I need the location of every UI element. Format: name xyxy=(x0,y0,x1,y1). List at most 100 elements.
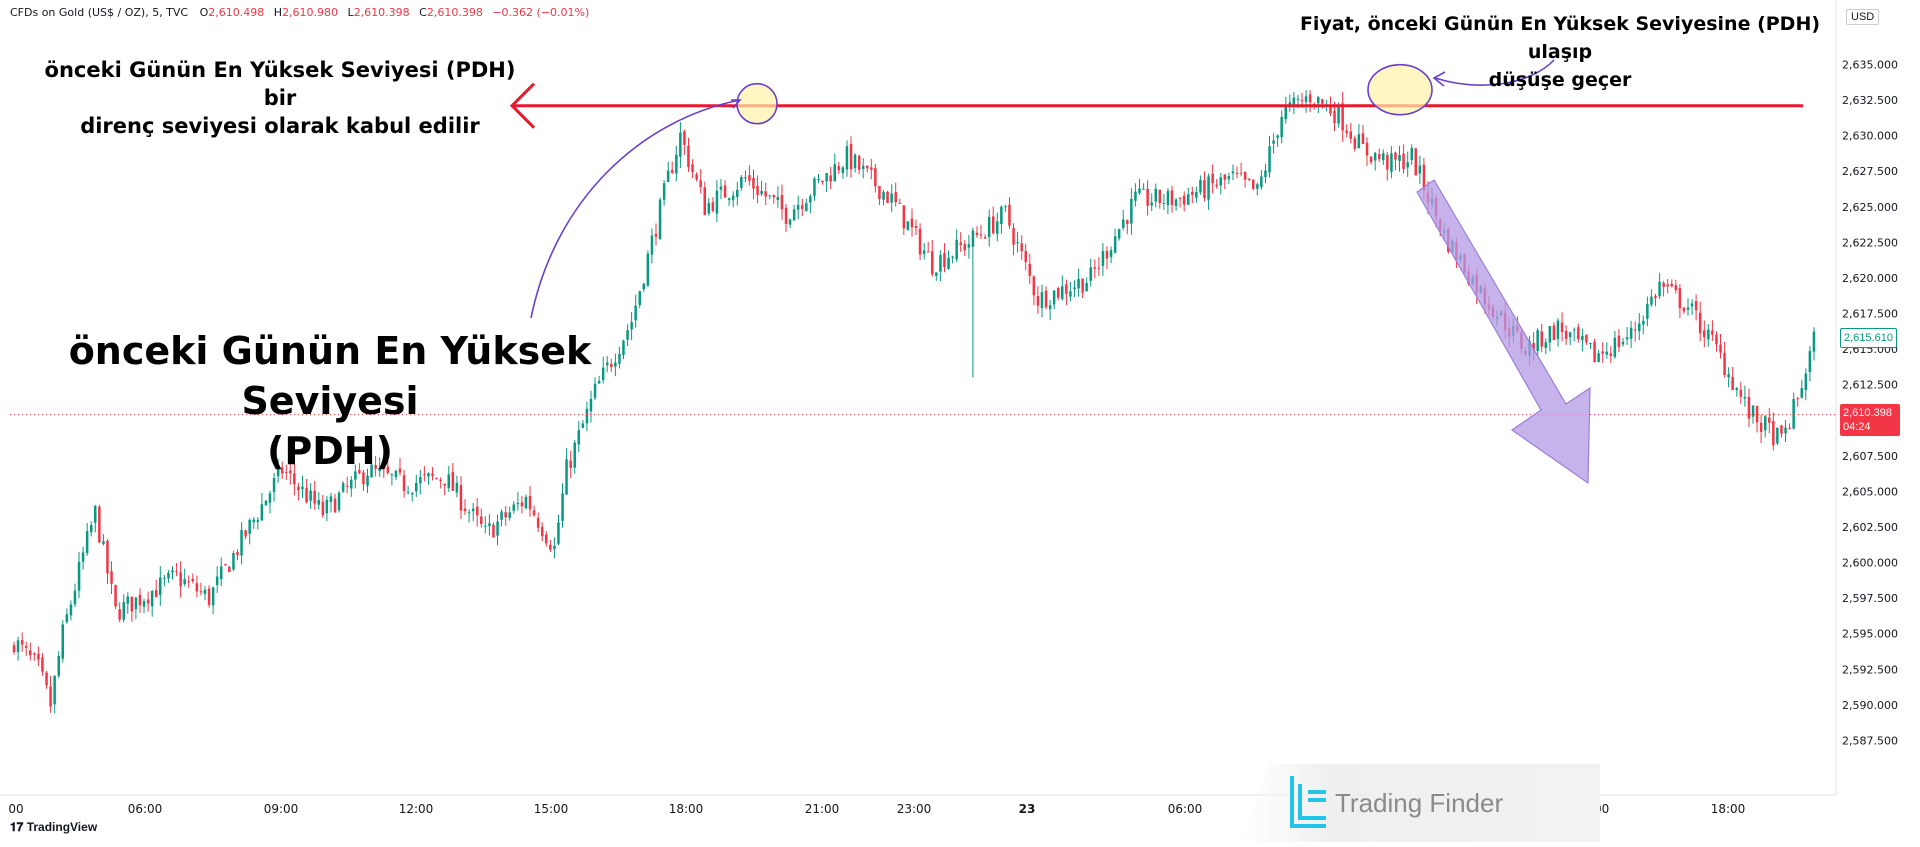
candle-body xyxy=(183,579,186,585)
candle-body xyxy=(1804,373,1808,390)
candle-body xyxy=(792,209,796,221)
candle-body xyxy=(98,506,101,543)
candle-body xyxy=(1662,282,1665,287)
candle-body xyxy=(679,132,682,157)
candle-body xyxy=(898,202,901,204)
open-value: 2,610.498 xyxy=(208,6,265,19)
candle-body xyxy=(1134,191,1137,201)
candle-body xyxy=(146,599,150,604)
candle-body xyxy=(829,175,832,182)
candle-body xyxy=(45,672,48,686)
tradingview-logo[interactable]: 𝟏𝟕 TradingView xyxy=(10,820,97,835)
candle-body xyxy=(1178,198,1182,200)
candle-body xyxy=(947,257,950,269)
candle-body xyxy=(1617,335,1621,348)
candle-body xyxy=(220,566,223,580)
candle-body xyxy=(1589,342,1592,344)
candle-body xyxy=(654,233,658,237)
candle-body xyxy=(1300,100,1304,102)
candle-body xyxy=(1219,177,1222,186)
candle-body xyxy=(585,408,589,424)
candle-body xyxy=(1402,153,1405,169)
candle-body xyxy=(431,473,434,476)
candle-body xyxy=(1414,148,1417,176)
candle-body xyxy=(1621,341,1625,345)
y-tick-label: 2,605.000 xyxy=(1842,485,1898,498)
candle-body xyxy=(451,472,455,491)
candle-body xyxy=(354,471,357,480)
candle-body xyxy=(102,541,105,544)
candle-body xyxy=(134,597,138,610)
candle-body xyxy=(1625,337,1629,340)
pdh-touch-circle-2 xyxy=(1367,63,1433,116)
y-tick-label: 2,600.000 xyxy=(1842,557,1898,570)
candle-body xyxy=(1012,228,1015,245)
annotation-curve-arrow-right xyxy=(1434,59,1555,86)
candle-body xyxy=(1065,284,1068,294)
candle-body xyxy=(1036,296,1040,306)
candle-body xyxy=(171,570,174,573)
candle-body xyxy=(203,589,207,594)
candle-body xyxy=(276,466,280,477)
candle-body xyxy=(285,472,288,474)
candle-body xyxy=(114,584,117,607)
candle-body xyxy=(476,506,479,516)
candle-body xyxy=(878,186,881,199)
candle-body xyxy=(1256,184,1259,189)
symbol-name[interactable]: CFDs on Gold (US$ / OZ), 5, TVC xyxy=(10,6,189,19)
candle-body xyxy=(935,272,938,276)
candle-body xyxy=(1609,353,1613,357)
y-tick-label: 2,597.500 xyxy=(1842,592,1898,605)
candle-body xyxy=(1544,342,1547,348)
candle-body xyxy=(1564,330,1568,339)
candle-body xyxy=(1284,106,1287,120)
candle-body xyxy=(963,244,966,251)
candle-body xyxy=(1268,146,1271,173)
candle-body xyxy=(1808,351,1812,373)
y-tick-label: 2,632.500 xyxy=(1842,94,1898,107)
candle-body xyxy=(943,253,946,268)
candle-body xyxy=(756,186,759,195)
low-value: 2,610.398 xyxy=(353,6,410,19)
candle-body xyxy=(1264,170,1267,178)
candle-body xyxy=(959,242,962,245)
candle-body xyxy=(256,520,260,522)
candle-body xyxy=(1195,192,1198,198)
candle-body xyxy=(874,168,877,187)
candle-body xyxy=(427,473,430,477)
candle-body xyxy=(740,177,743,188)
candle-body xyxy=(788,219,792,225)
candle-body xyxy=(589,398,593,412)
candle-body xyxy=(435,478,438,480)
y-tick-label: 2,602.500 xyxy=(1842,521,1898,534)
annotation-price-reaction-line1: Fiyat, önceki Günün En Yüksek Seviyesine… xyxy=(1299,13,1821,63)
candle-body xyxy=(443,483,446,486)
annotation-pdh-title-line2: (PDH) xyxy=(267,429,393,473)
candle-body xyxy=(1390,153,1393,172)
candle-body xyxy=(809,196,812,203)
candle-body xyxy=(675,154,678,174)
high-value: 2,610.980 xyxy=(282,6,339,19)
x-tick-label: 06:00 xyxy=(128,802,163,816)
candle-body xyxy=(524,496,528,509)
candle-body xyxy=(122,602,125,620)
candle-body xyxy=(1690,303,1694,307)
candle-body xyxy=(975,232,979,236)
candle-body xyxy=(894,192,897,203)
candle-body xyxy=(150,591,154,607)
candle-body xyxy=(1077,278,1080,289)
candle-body xyxy=(415,482,418,492)
y-tick-label: 2,630.000 xyxy=(1842,130,1898,143)
candle-body xyxy=(691,164,694,172)
high-label: H xyxy=(273,6,283,19)
candle-body xyxy=(1410,148,1413,161)
currency-button[interactable]: USD xyxy=(1846,9,1880,25)
candle-body xyxy=(813,178,816,196)
candle-body xyxy=(744,177,747,179)
candle-body xyxy=(366,475,369,486)
y-tick-label: 2,617.500 xyxy=(1842,308,1898,321)
candle-body xyxy=(1780,425,1783,434)
candle-body xyxy=(1556,320,1560,339)
